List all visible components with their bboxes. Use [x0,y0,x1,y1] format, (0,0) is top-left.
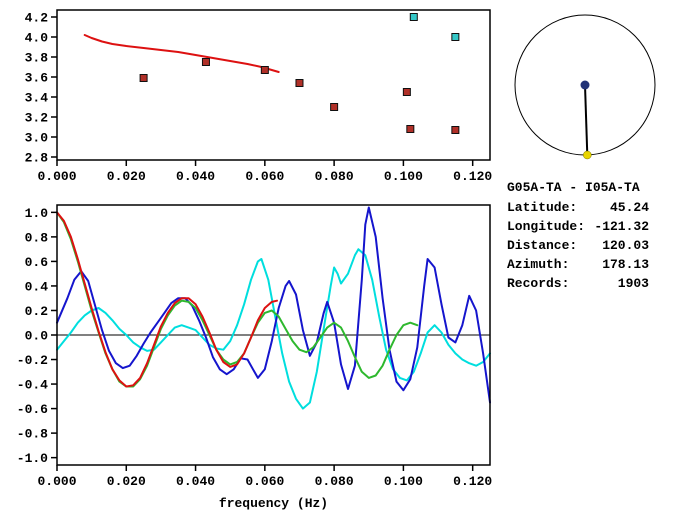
info-row-azimuth: Azimuth: 178.13 [507,255,649,274]
y-tick-label: 3.4 [25,91,49,106]
y-tick-label: 0.4 [25,279,49,294]
info-row-latitude: Latitude: 45.24 [507,198,649,217]
x-tick-label: 0.040 [176,474,215,489]
azimuth-value: 178.13 [602,257,649,272]
x-tick-label: 0.000 [37,474,76,489]
longitude-label: Longitude: [507,219,586,234]
flagged-measurements-marker[interactable] [451,33,460,41]
station-azimuth-plot [514,14,656,160]
latitude-value: 45.24 [609,200,649,215]
latitude-label: Latitude: [507,200,578,215]
accepted-measurements-marker[interactable] [201,58,210,66]
y-tick-label: -0.4 [17,378,48,393]
records-label: Records: [507,276,570,291]
x-axis-title: frequency (Hz) [219,496,328,511]
accepted-measurements-marker[interactable] [406,125,415,133]
flagged-measurements-marker[interactable] [409,13,418,21]
x-tick-label: 0.020 [107,474,146,489]
cyan-spectrum-trace [56,248,491,410]
y-tick-label: -1.0 [17,451,48,466]
blue-spectrum-trace [56,206,491,404]
y-tick-label: -0.6 [17,402,48,417]
cross-spectra-chart[interactable]: 0.000 0.020 0.040 0.060 0.080 0.100 0.120 -1.0 -… [0,191,500,519]
station-pair-info: G05A-TA - I05A-TA Latitude: 45.24 Longit… [507,178,649,293]
x-tick-label: 0.080 [315,169,354,184]
station-pair-title: G05A-TA - I05A-TA [507,180,640,195]
accepted-measurements-marker[interactable] [451,126,460,134]
x-tick-label: 0.100 [384,169,423,184]
axes-box [56,9,491,161]
x-tick-label: 0.040 [176,169,215,184]
y-tick-label: 4.2 [25,11,49,26]
reference-dispersion-curve [83,34,280,73]
records-value: 1903 [617,276,649,291]
y-tick-label: 3.8 [25,51,49,66]
y-tick-label: 0.8 [25,230,49,245]
distance-value: 120.03 [602,238,649,253]
dispersion-chart[interactable]: 0.000 0.020 0.040 0.060 0.080 0.100 0.120 2.8 3.… [0,0,500,190]
y-tick-label: 0.2 [25,304,49,319]
y-tick-label: 0.6 [25,255,49,270]
y-tick-label: -0.2 [17,353,48,368]
y-tick-label: 4.0 [25,31,49,46]
info-row-distance: Distance: 120.03 [507,236,649,255]
accepted-measurements-marker[interactable] [402,88,411,96]
x-tick-label: 0.120 [453,169,492,184]
green-spectrum-trace [56,211,419,388]
y-tick-label: 3.6 [25,71,49,86]
center-station-dot [580,80,590,90]
distance-label: Distance: [507,238,578,253]
x-tick-label: 0.060 [245,474,284,489]
y-tick-label: 0.0 [25,329,49,344]
x-tick-label: 0.120 [453,474,492,489]
x-tick-label: 0.080 [315,474,354,489]
x-tick-label: 0.060 [245,169,284,184]
accepted-measurements-marker[interactable] [295,79,304,87]
y-tick-label: 1.0 [25,206,49,221]
accepted-measurements-marker[interactable] [330,103,339,111]
y-tick-label: 2.8 [25,151,49,166]
azimuth-label: Azimuth: [507,257,570,272]
x-tick-label: 0.000 [37,169,76,184]
accepted-measurements-marker[interactable] [139,74,148,82]
y-tick-label: 3.0 [25,131,49,146]
info-row-longitude: Longitude: -121.32 [507,217,649,236]
red-spectrum-trace [56,211,278,388]
azimuth-line [584,84,589,156]
x-tick-label: 0.100 [384,474,423,489]
info-row-records: Records: 1903 [507,274,649,293]
accepted-measurements-marker[interactable] [260,66,269,74]
longitude-value: -121.32 [594,219,649,234]
event-station-dot [583,150,592,160]
y-tick-label: -0.8 [17,427,48,442]
x-tick-label: 0.020 [107,169,146,184]
y-tick-label: 3.2 [25,111,49,126]
